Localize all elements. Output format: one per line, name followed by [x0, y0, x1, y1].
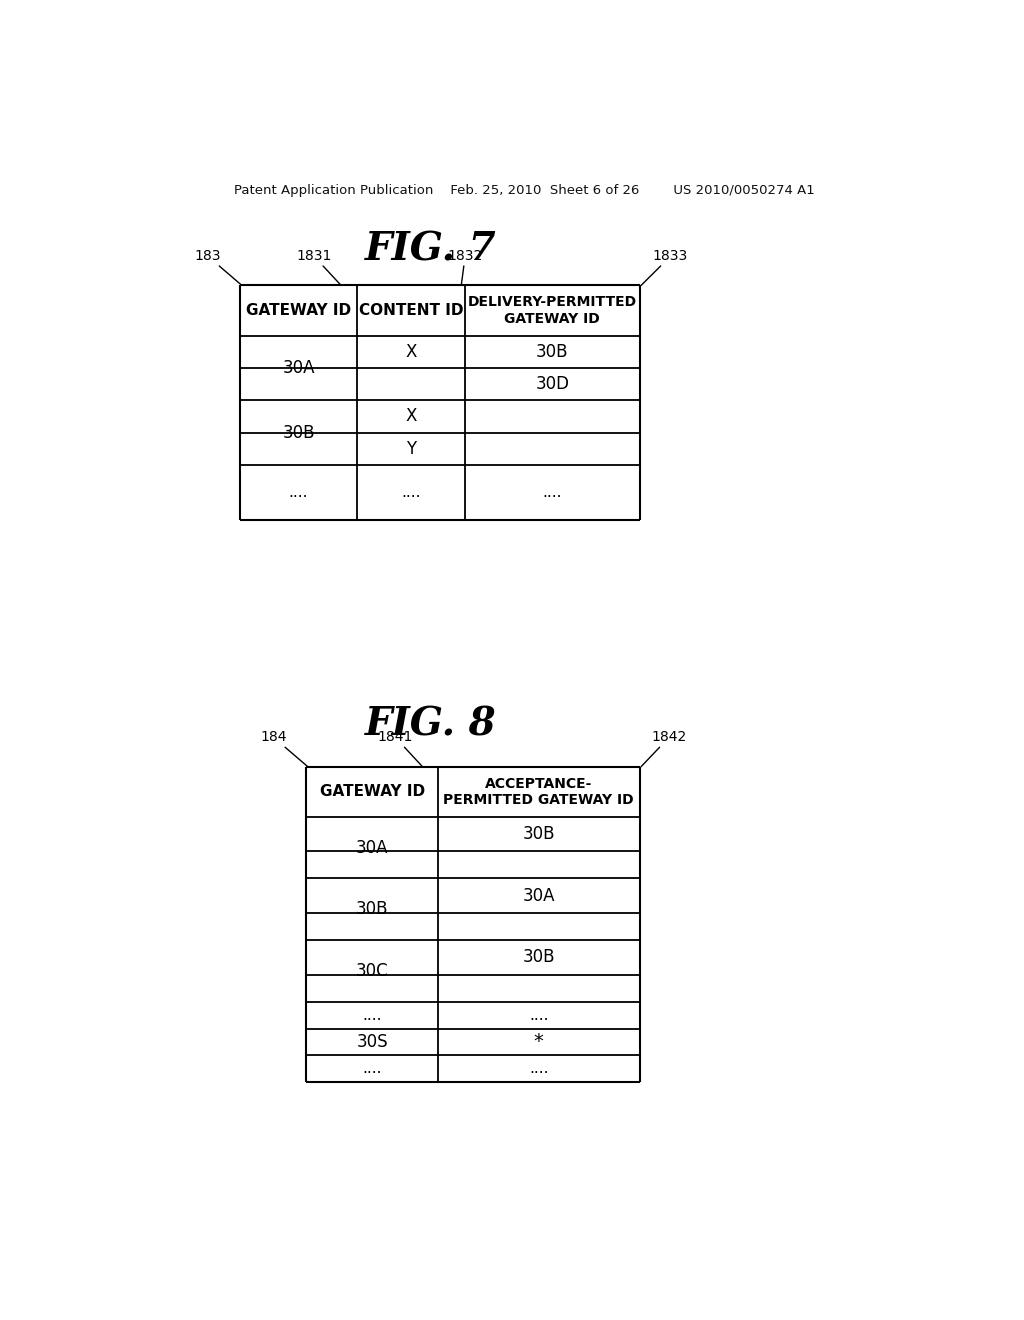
Text: 30B: 30B [522, 825, 555, 843]
Text: 184: 184 [260, 730, 308, 767]
Text: 1842: 1842 [641, 730, 686, 767]
Text: 30B: 30B [283, 424, 314, 441]
Text: 30B: 30B [536, 343, 568, 360]
Text: 30A: 30A [522, 887, 555, 904]
Text: GATEWAY ID: GATEWAY ID [319, 784, 425, 799]
Text: ....: .... [543, 484, 562, 500]
Text: ....: .... [529, 1061, 549, 1076]
Text: *: * [534, 1032, 544, 1052]
Text: 1841: 1841 [378, 730, 423, 767]
Text: FIG. 8: FIG. 8 [365, 705, 496, 743]
Text: ....: .... [362, 1061, 382, 1076]
Text: ....: .... [401, 484, 421, 500]
Text: 1833: 1833 [641, 249, 688, 285]
Text: X: X [406, 343, 417, 360]
Text: 1831: 1831 [296, 249, 341, 285]
Text: 30D: 30D [536, 375, 569, 393]
Text: 30S: 30S [356, 1034, 388, 1051]
Text: ....: .... [289, 484, 308, 500]
Text: DELIVERY-PERMITTED
GATEWAY ID: DELIVERY-PERMITTED GATEWAY ID [468, 296, 637, 326]
Text: ....: .... [362, 1007, 382, 1023]
Text: 183: 183 [195, 249, 242, 285]
Text: GATEWAY ID: GATEWAY ID [246, 304, 351, 318]
Text: FIG. 7: FIG. 7 [365, 230, 496, 268]
Text: 1832: 1832 [447, 249, 482, 285]
Text: 30A: 30A [283, 359, 314, 376]
Text: 30A: 30A [356, 838, 388, 857]
Text: ACCEPTANCE-
PERMITTED GATEWAY ID: ACCEPTANCE- PERMITTED GATEWAY ID [443, 776, 634, 807]
Text: Patent Application Publication    Feb. 25, 2010  Sheet 6 of 26        US 2010/00: Patent Application Publication Feb. 25, … [234, 185, 815, 197]
Text: ....: .... [529, 1007, 549, 1023]
Text: 30B: 30B [356, 900, 388, 919]
Text: X: X [406, 408, 417, 425]
Text: CONTENT ID: CONTENT ID [358, 304, 463, 318]
Text: 30C: 30C [355, 962, 388, 979]
Text: Y: Y [406, 440, 416, 458]
Text: 30B: 30B [522, 948, 555, 966]
